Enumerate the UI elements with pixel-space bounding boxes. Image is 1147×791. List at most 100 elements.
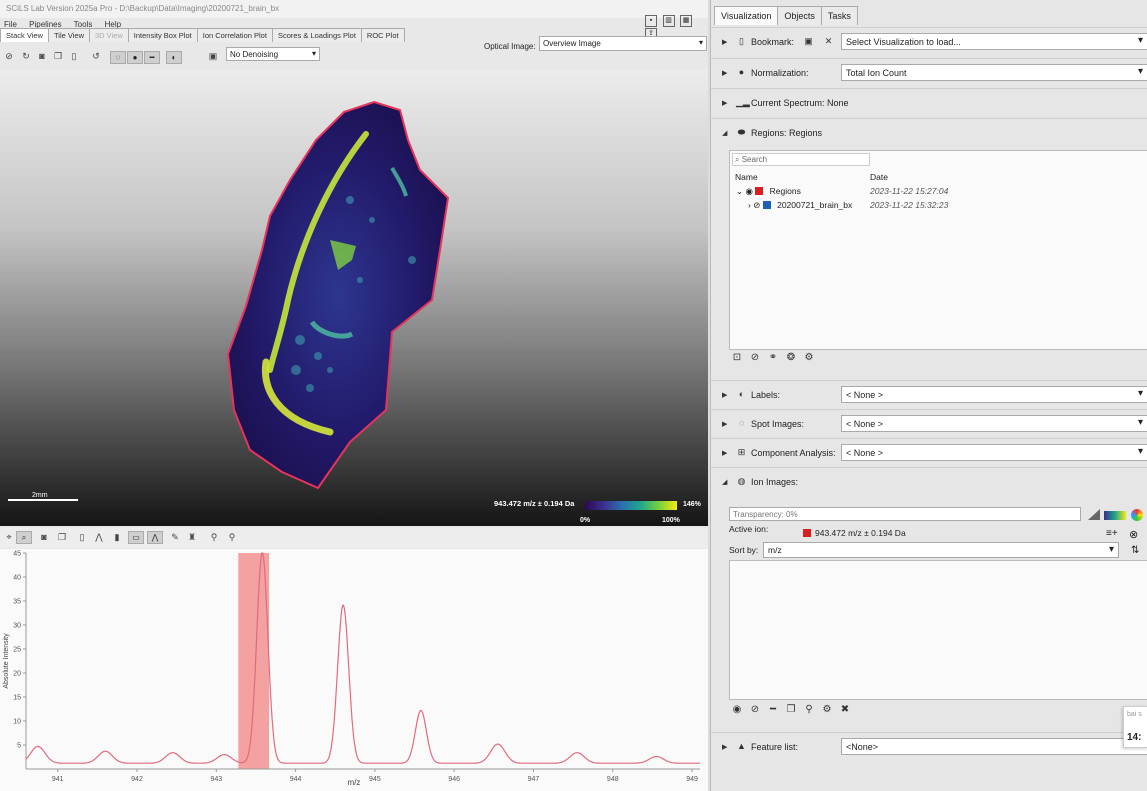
eye-icon[interactable]: ◉: [745, 186, 753, 196]
filter-icon[interactable]: ▣: [208, 51, 218, 61]
normalization-select[interactable]: Total Ion Count: [841, 64, 1147, 81]
grid-toggle-button[interactable]: ▭: [128, 531, 144, 544]
remove-icon[interactable]: ━: [769, 704, 777, 715]
contrast-icon[interactable]: [1088, 509, 1100, 520]
copy-icon[interactable]: ❐: [786, 704, 796, 715]
bars-icon[interactable]: ▮: [114, 532, 120, 542]
zoom-button[interactable]: ⌕: [16, 531, 32, 544]
sort-order-icon[interactable]: ⇅: [1131, 545, 1140, 556]
lock-icon[interactable]: ▪: [645, 15, 657, 27]
expand-icon[interactable]: ▶: [722, 744, 728, 751]
colorbar[interactable]: [585, 501, 677, 510]
menu-tools[interactable]: Tools: [73, 20, 93, 29]
tab-objects[interactable]: Objects: [777, 6, 822, 25]
add-ion-icon[interactable]: ≡+: [1106, 528, 1118, 539]
expand-icon[interactable]: ›: [748, 200, 751, 210]
collapse-icon[interactable]: ◢: [722, 130, 728, 137]
color-wheel-icon[interactable]: [1131, 509, 1143, 521]
eye-icon[interactable]: ◉: [732, 704, 742, 715]
component-analysis-select[interactable]: < None >: [841, 444, 1147, 461]
document-icon[interactable]: ▯: [71, 51, 77, 61]
brush-tool-button[interactable]: ●: [127, 51, 143, 64]
hide-icon[interactable]: ⊘: [750, 704, 760, 715]
gear-icon[interactable]: ⚙: [804, 352, 814, 363]
undo-icon[interactable]: ↺: [92, 51, 100, 61]
select-tool-button[interactable]: ◌: [110, 51, 126, 64]
feature-list-select[interactable]: <None>: [841, 738, 1147, 755]
collapse-icon[interactable]: ⌄: [736, 186, 744, 196]
pointer-icon[interactable]: ⌖: [6, 532, 12, 542]
peak-icon[interactable]: ⋀: [95, 532, 103, 542]
tree-row-brain[interactable]: › ⊘ 20200721_brain_bx: [748, 200, 852, 212]
column-header-name[interactable]: Name: [735, 172, 758, 182]
ion-image-viewer[interactable]: 2mm 943.472 m/z ± 0.194 Da 0% 100% 146%: [0, 70, 708, 526]
tab-visualization[interactable]: Visualization: [714, 6, 779, 25]
spectrum-plot[interactable]: Absolute Intensity m/z 5 10 15 20 25 30 35 40 45…: [0, 549, 708, 791]
close-circle-icon[interactable]: ⊗: [1129, 529, 1139, 541]
unlink-icon[interactable]: ⚲: [228, 532, 236, 542]
camera-icon[interactable]: ◙: [39, 51, 45, 61]
expand-icon[interactable]: ▶: [722, 39, 728, 46]
denoising-select[interactable]: No Denoising: [226, 47, 320, 61]
tab-tasks[interactable]: Tasks: [820, 6, 858, 25]
tab-tile-view[interactable]: Tile View: [47, 28, 90, 42]
clear-icon[interactable]: ✖: [840, 704, 850, 715]
tab-3d-view[interactable]: 3D View: [88, 28, 129, 42]
copy-icon[interactable]: ❐: [53, 51, 63, 61]
tree-row-regions[interactable]: ⌄ ◉ Regions: [736, 186, 801, 198]
document-icon[interactable]: ▯: [79, 532, 85, 542]
rotate-icon[interactable]: ↻: [22, 51, 30, 61]
expand-icon[interactable]: ▶: [722, 450, 728, 457]
menu-file[interactable]: File: [4, 20, 17, 29]
select-region-icon[interactable]: ⊡: [732, 352, 742, 363]
right-tabs: Visualization Objects Tasks: [714, 6, 858, 26]
regions-search-input[interactable]: ⌕ Search: [732, 153, 870, 166]
delete-bookmark-icon[interactable]: ✕: [824, 36, 833, 46]
line-tool-button[interactable]: ━: [144, 51, 160, 64]
optical-image-select[interactable]: Overview Image: [539, 36, 707, 51]
layout-grid-icon[interactable]: ▦: [680, 15, 693, 27]
bookmark-select[interactable]: Select Visualization to load...: [841, 33, 1147, 50]
expand-icon[interactable]: ▶: [722, 100, 728, 107]
copy-icon[interactable]: ❐: [57, 532, 67, 542]
tab-intensity-box-plot[interactable]: Intensity Box Plot: [127, 28, 198, 42]
dot-icon: ●: [738, 67, 745, 77]
x-tick-label: 948: [607, 776, 619, 783]
expand-icon[interactable]: ▶: [722, 70, 728, 77]
palette-icon[interactable]: ❂: [786, 352, 796, 363]
current-spectrum-row[interactable]: ▶ ▁▂ Current Spectrum: None: [711, 88, 1147, 118]
colormap-icon[interactable]: [1104, 511, 1126, 520]
save-bookmark-icon[interactable]: ▣: [804, 36, 813, 46]
camera-icon[interactable]: ◙: [41, 532, 47, 542]
menu-help[interactable]: Help: [104, 20, 122, 29]
menu-pipelines[interactable]: Pipelines: [29, 20, 62, 29]
sort-by-select[interactable]: m/z: [763, 542, 1119, 558]
link-icon[interactable]: ⚲: [805, 704, 813, 715]
link-icon[interactable]: ⚲: [210, 532, 218, 542]
region-color-swatch[interactable]: [755, 187, 764, 195]
ion-list[interactable]: [729, 560, 1147, 700]
collapse-icon[interactable]: ◢: [722, 479, 728, 486]
peaks-icon[interactable]: ♜: [187, 532, 197, 542]
hide-icon[interactable]: ⊘: [750, 352, 760, 363]
gear-icon[interactable]: ⚙: [822, 704, 832, 715]
spot-images-select[interactable]: < None >: [841, 415, 1147, 432]
zoom-icon[interactable]: ⊘: [5, 51, 13, 61]
eye-hidden-icon[interactable]: ⊘: [753, 200, 761, 210]
link-icon[interactable]: ⚭: [768, 352, 778, 363]
active-ion-swatch[interactable]: [803, 529, 811, 537]
pin-icon[interactable]: ✎: [171, 532, 179, 542]
tab-roc-plot[interactable]: ROC Plot: [360, 28, 405, 42]
layout-icon[interactable]: ▥: [662, 15, 675, 27]
tab-stack-view[interactable]: Stack View: [0, 28, 49, 42]
expand-icon[interactable]: ▶: [722, 421, 728, 428]
transparency-slider[interactable]: Transparency: 0%: [729, 507, 1081, 521]
column-header-date[interactable]: Date: [870, 172, 888, 182]
image-mode-button[interactable]: ◐: [166, 51, 182, 64]
labels-select[interactable]: < None >: [841, 386, 1147, 403]
tab-ion-correlation-plot[interactable]: Ion Correlation Plot: [196, 28, 273, 42]
region-color-swatch[interactable]: [762, 201, 771, 209]
spectrum-mode-button[interactable]: ⋀: [147, 531, 163, 544]
tab-scores-loadings-plot[interactable]: Scores & Loadings Plot: [271, 28, 362, 42]
expand-icon[interactable]: ▶: [722, 392, 728, 399]
